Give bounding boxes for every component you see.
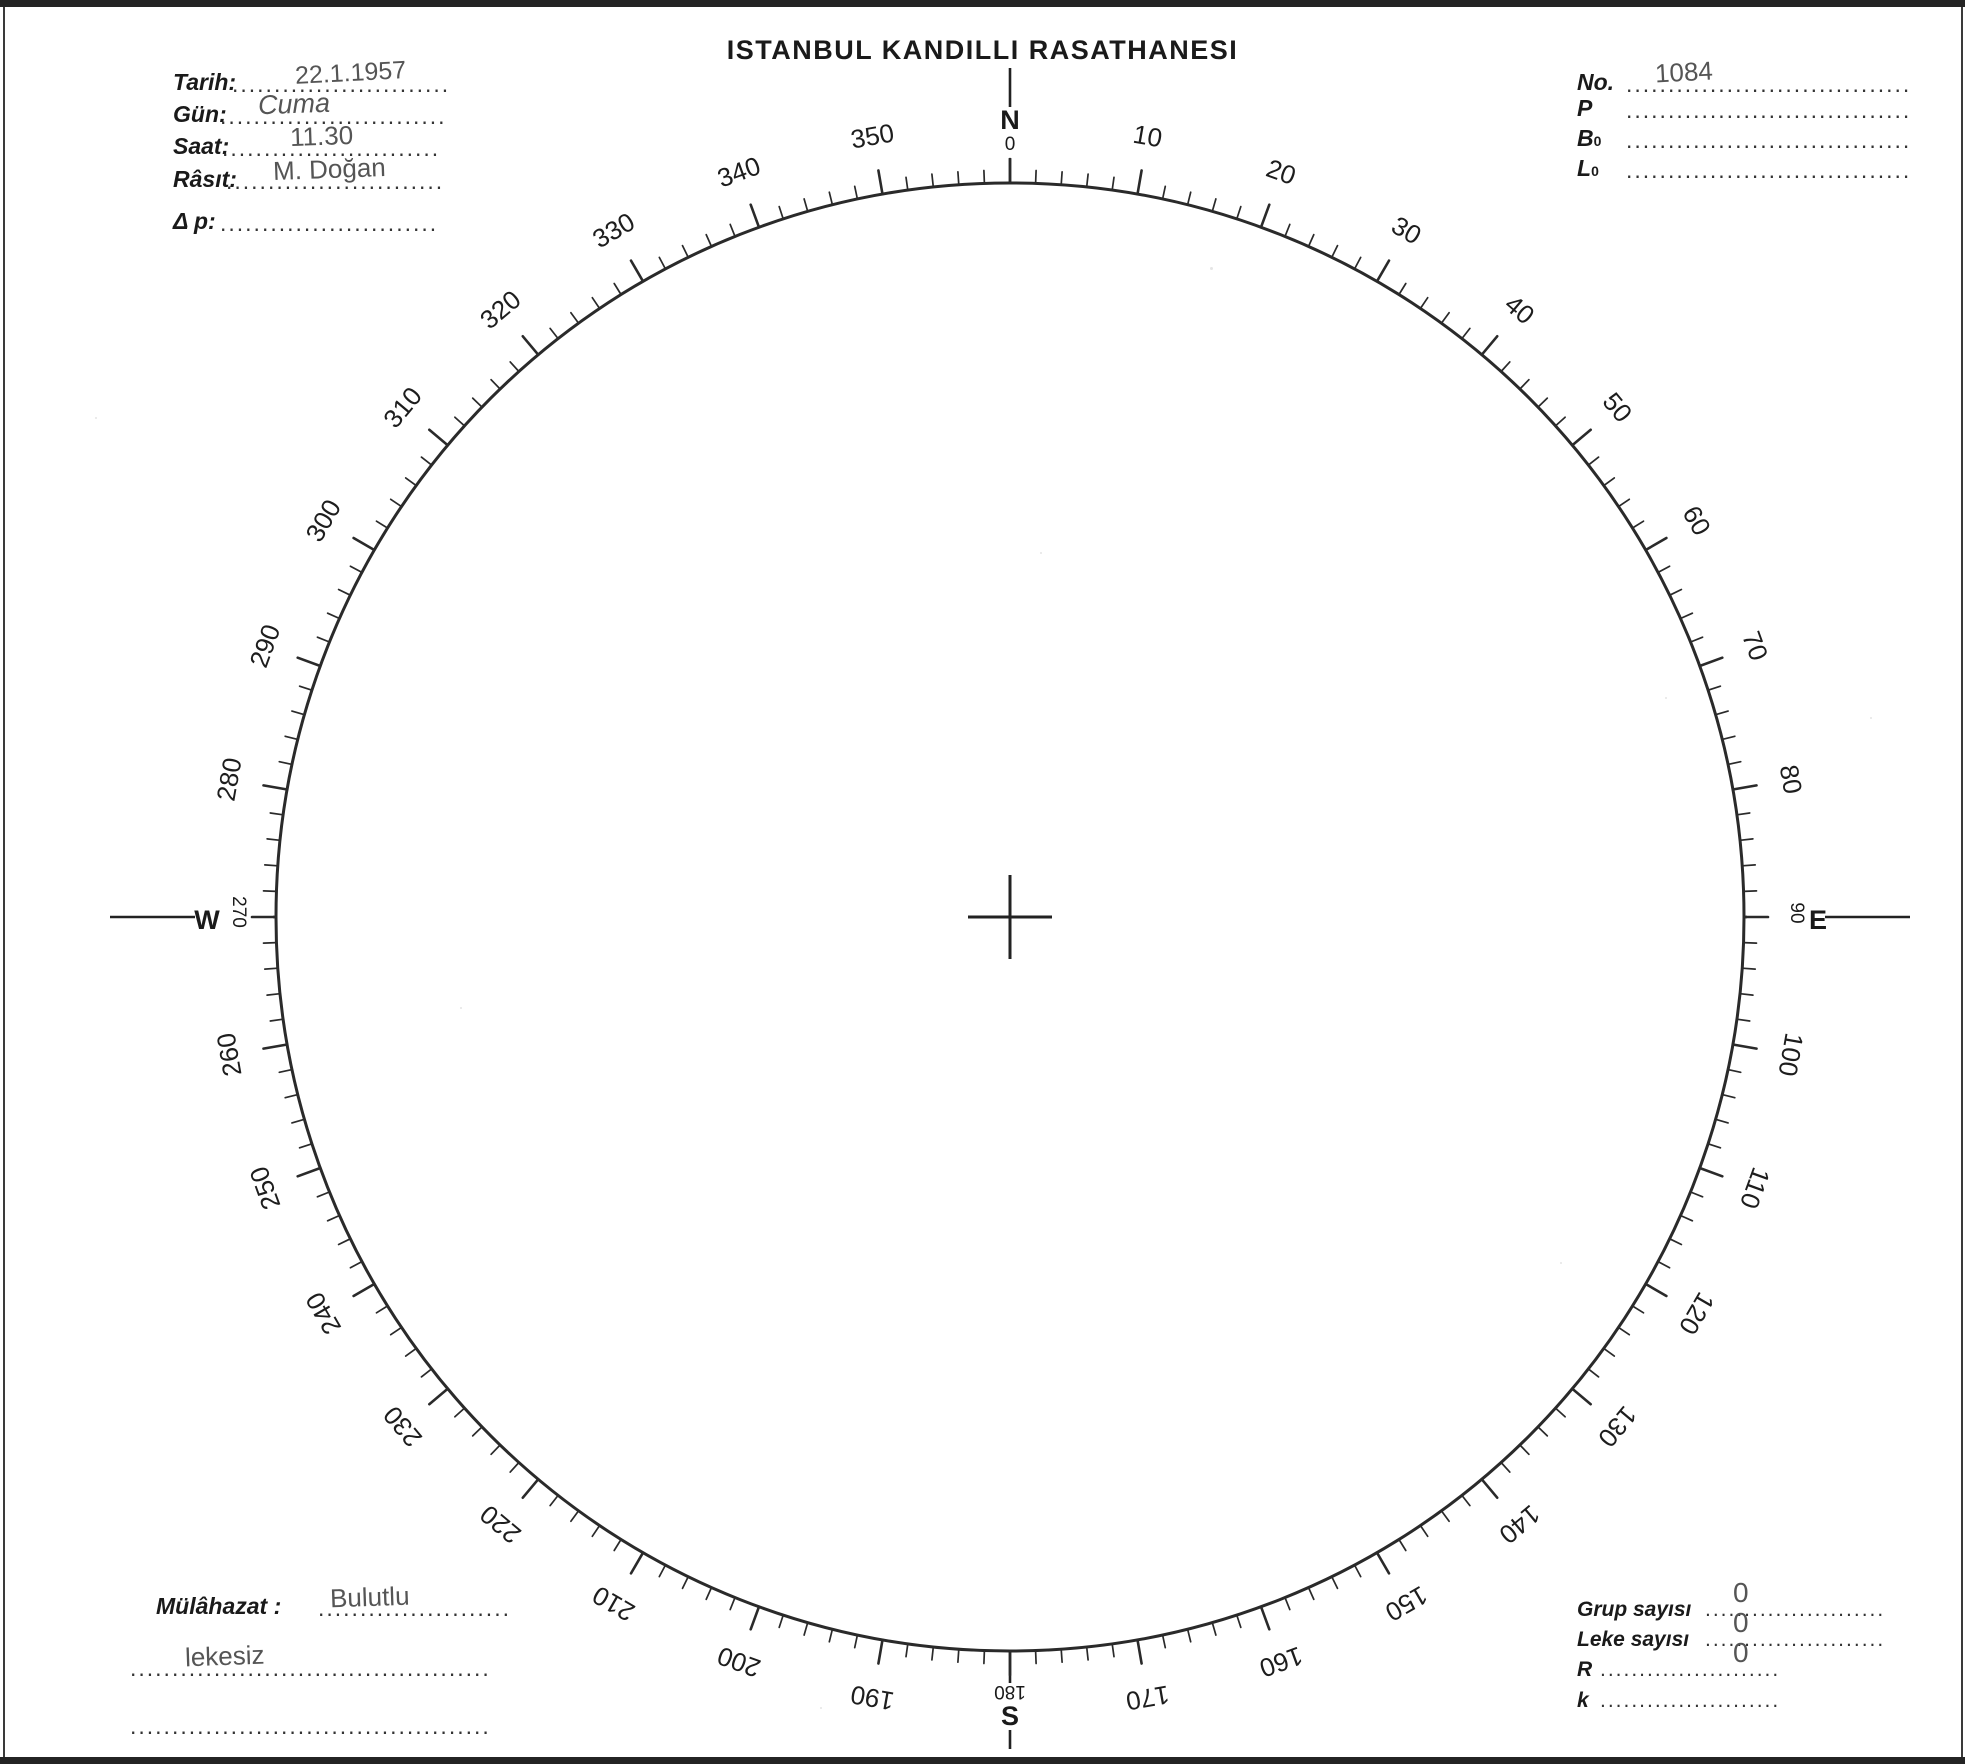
svg-text:330: 330 [587,206,640,254]
svg-text:60: 60 [1677,500,1717,540]
svg-text:190: 190 [848,1679,896,1716]
svg-text:S: S [1001,1701,1019,1731]
svg-text:110: 110 [1734,1164,1776,1213]
svg-text:10: 10 [1131,119,1165,154]
svg-text:20: 20 [1262,153,1299,191]
svg-text:N: N [1000,105,1020,135]
svg-text:210: 210 [587,1580,640,1628]
svg-text:170: 170 [1124,1679,1172,1716]
svg-text:140: 140 [1493,1499,1546,1550]
svg-text:270: 270 [228,896,249,928]
svg-text:90: 90 [1786,902,1807,923]
svg-text:280: 280 [210,755,247,803]
svg-text:120: 120 [1673,1287,1721,1340]
svg-text:160: 160 [1256,1641,1307,1684]
svg-text:0: 0 [1005,134,1016,155]
svg-text:260: 260 [210,1031,247,1079]
svg-text:340: 340 [713,150,764,193]
svg-text:W: W [194,905,220,935]
svg-text:40: 40 [1499,289,1540,331]
svg-text:300: 300 [299,494,347,547]
svg-text:130: 130 [1592,1400,1643,1453]
svg-text:100: 100 [1772,1031,1809,1079]
svg-text:310: 310 [377,381,428,434]
svg-text:70: 70 [1736,627,1774,664]
svg-text:200: 200 [713,1641,764,1684]
svg-text:150: 150 [1380,1580,1433,1628]
svg-text:250: 250 [243,1163,286,1214]
svg-text:230: 230 [377,1400,428,1453]
svg-text:290: 290 [243,620,286,671]
svg-text:350: 350 [848,117,896,154]
svg-text:80: 80 [1774,762,1809,796]
svg-text:180: 180 [994,1681,1026,1702]
svg-text:320: 320 [474,284,527,335]
svg-text:E: E [1809,905,1827,935]
svg-text:220: 220 [474,1499,527,1550]
svg-text:240: 240 [299,1287,347,1340]
svg-text:50: 50 [1597,387,1639,428]
svg-text:30: 30 [1386,210,1426,250]
